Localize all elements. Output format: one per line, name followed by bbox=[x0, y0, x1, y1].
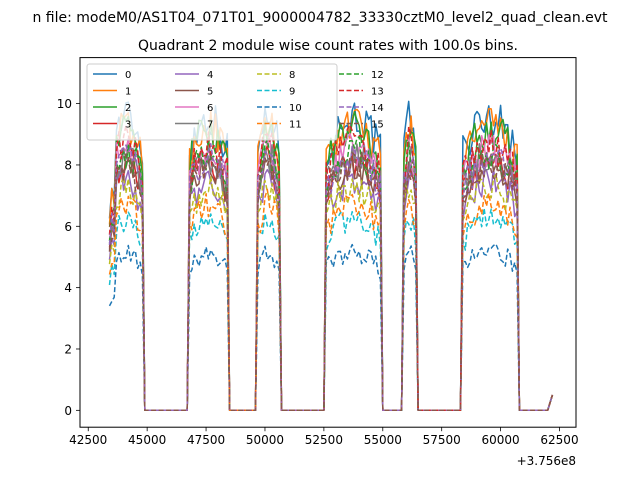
legend-label-4: 4 bbox=[207, 70, 213, 81]
legend-label-7: 7 bbox=[207, 119, 213, 130]
y-tick-label: 4 bbox=[64, 281, 72, 295]
legend-label-12: 12 bbox=[371, 70, 384, 81]
series-line-6 bbox=[108, 132, 554, 412]
legend-label-8: 8 bbox=[289, 70, 295, 81]
series-line-15 bbox=[108, 151, 554, 412]
x-tick-label: 47500 bbox=[187, 433, 225, 447]
series-line-7 bbox=[108, 143, 554, 412]
series-line-0 bbox=[108, 100, 554, 412]
axis-ticks: 42500 45000 47500 50000 52500 55000 57500 60000… bbox=[57, 97, 579, 447]
legend-label-11: 11 bbox=[289, 119, 302, 130]
legend-box bbox=[86, 63, 338, 141]
y-tick-label: 0 bbox=[64, 404, 72, 418]
x-tick-label: 45000 bbox=[128, 433, 166, 447]
legend-label-2: 2 bbox=[125, 103, 131, 114]
series-line-8 bbox=[108, 173, 554, 412]
x-tick-label: 52500 bbox=[305, 433, 343, 447]
series-line-10 bbox=[108, 243, 554, 412]
axes-frame bbox=[79, 57, 577, 428]
y-tick-label: 10 bbox=[57, 97, 72, 111]
legend-label-15: 15 bbox=[371, 119, 384, 130]
legend-label-9: 9 bbox=[289, 86, 295, 97]
chart-suptitle: n file: modeM0/AS1T04_071T01_9000004782_… bbox=[32, 10, 608, 26]
legend-label-5: 5 bbox=[207, 86, 213, 97]
x-tick-label: 62500 bbox=[540, 433, 578, 447]
x-axis-offset-label: +3.756e8 bbox=[517, 454, 576, 468]
x-tick-label: 55000 bbox=[364, 433, 402, 447]
legend-label-0: 0 bbox=[125, 70, 131, 81]
legend-label-6: 6 bbox=[207, 103, 213, 114]
x-tick-label: 57500 bbox=[423, 433, 461, 447]
chart-title: Quadrant 2 module wise count rates with … bbox=[138, 38, 518, 54]
legend-label-3: 3 bbox=[125, 119, 131, 130]
legend-label-10: 10 bbox=[289, 103, 302, 114]
legend-label-14: 14 bbox=[371, 103, 384, 114]
legend-label-13: 13 bbox=[371, 86, 384, 97]
y-tick-label: 6 bbox=[64, 220, 72, 234]
x-tick-label: 50000 bbox=[246, 433, 284, 447]
x-tick-label: 60000 bbox=[482, 433, 520, 447]
series-line-4 bbox=[108, 166, 554, 412]
x-tick-label: 42500 bbox=[69, 433, 107, 447]
series-line-14 bbox=[108, 142, 554, 412]
series-line-13 bbox=[108, 124, 554, 412]
y-tick-label: 8 bbox=[64, 158, 72, 172]
legend-label-1: 1 bbox=[125, 86, 131, 97]
series-lines bbox=[108, 100, 554, 412]
series-line-11 bbox=[108, 188, 554, 412]
y-tick-label: 2 bbox=[64, 342, 72, 356]
series-line-9 bbox=[108, 207, 554, 412]
